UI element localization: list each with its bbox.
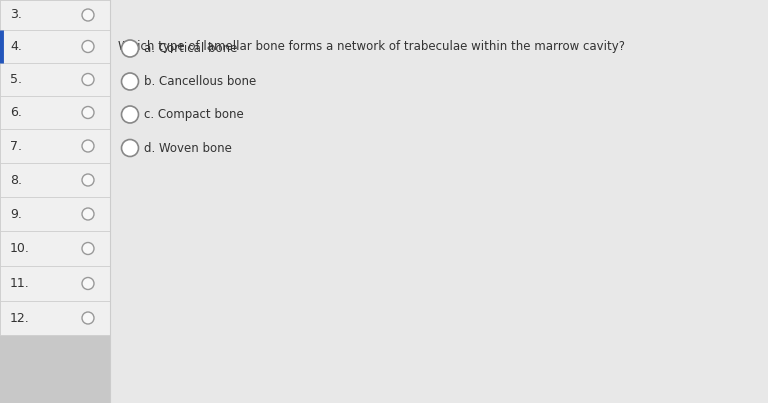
Text: 5.: 5. xyxy=(10,73,22,86)
Text: Which type of lamellar bone forms a network of trabeculae within the marrow cavi: Which type of lamellar bone forms a netw… xyxy=(118,40,625,53)
FancyBboxPatch shape xyxy=(0,266,110,301)
Circle shape xyxy=(82,174,94,186)
Circle shape xyxy=(82,243,94,255)
Circle shape xyxy=(121,139,138,156)
Circle shape xyxy=(82,9,94,21)
Text: 6.: 6. xyxy=(10,106,22,119)
Circle shape xyxy=(82,208,94,220)
Text: 7.: 7. xyxy=(10,139,22,152)
Circle shape xyxy=(82,140,94,152)
Text: d. Woven bone: d. Woven bone xyxy=(144,141,233,154)
Text: 9.: 9. xyxy=(10,208,22,220)
Text: 10.: 10. xyxy=(10,242,30,255)
Text: 3.: 3. xyxy=(10,8,22,21)
Text: a. Cortical bone: a. Cortical bone xyxy=(144,42,238,55)
FancyBboxPatch shape xyxy=(0,163,110,197)
Circle shape xyxy=(121,73,138,90)
Text: c. Compact bone: c. Compact bone xyxy=(144,108,244,121)
FancyBboxPatch shape xyxy=(0,30,110,63)
FancyBboxPatch shape xyxy=(0,63,110,96)
Circle shape xyxy=(82,73,94,85)
Text: 11.: 11. xyxy=(10,277,30,290)
FancyBboxPatch shape xyxy=(0,197,110,231)
Circle shape xyxy=(82,106,94,118)
FancyBboxPatch shape xyxy=(0,96,110,129)
Circle shape xyxy=(82,312,94,324)
FancyBboxPatch shape xyxy=(0,301,110,335)
FancyBboxPatch shape xyxy=(0,231,110,266)
FancyBboxPatch shape xyxy=(0,129,110,163)
Text: 12.: 12. xyxy=(10,312,30,324)
Text: b. Cancellous bone: b. Cancellous bone xyxy=(144,75,257,88)
Text: 4.: 4. xyxy=(10,40,22,53)
FancyBboxPatch shape xyxy=(110,0,768,403)
Circle shape xyxy=(121,106,138,123)
Circle shape xyxy=(82,278,94,289)
FancyBboxPatch shape xyxy=(0,0,110,30)
Circle shape xyxy=(121,40,138,57)
Circle shape xyxy=(82,40,94,52)
Text: 8.: 8. xyxy=(10,174,22,187)
